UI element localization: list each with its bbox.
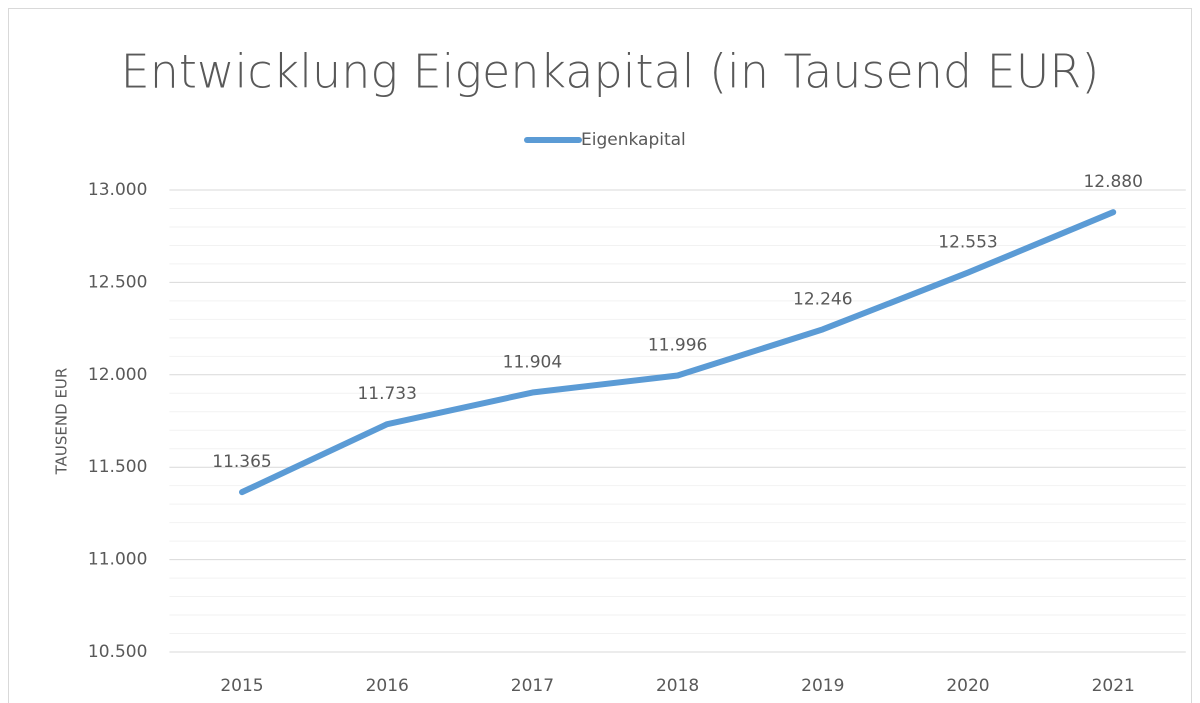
data-label: 11.733 bbox=[357, 384, 416, 404]
y-tick-label: 11.500 bbox=[88, 457, 147, 477]
y-tick-label: 11.000 bbox=[88, 550, 147, 570]
data-label: 12.880 bbox=[1083, 172, 1142, 192]
y-tick-label: 13.000 bbox=[88, 180, 147, 200]
chart-border bbox=[8, 8, 1192, 703]
y-tick-label: 12.000 bbox=[88, 365, 147, 385]
data-label: 12.553 bbox=[938, 233, 997, 253]
data-label: 11.996 bbox=[648, 336, 707, 356]
legend-label: Eigenkapital bbox=[581, 130, 686, 150]
y-tick-label: 10.500 bbox=[88, 642, 147, 662]
y-tick-label: 12.500 bbox=[88, 272, 147, 292]
chart-title: Entwicklung Eigenkapital (in Tausend EUR… bbox=[121, 45, 1100, 99]
x-tick-label: 2017 bbox=[511, 676, 554, 696]
y-axis-label: TAUSEND EUR bbox=[53, 368, 71, 476]
x-tick-label: 2015 bbox=[220, 676, 263, 696]
data-label: 11.365 bbox=[212, 452, 271, 472]
x-tick-label: 2016 bbox=[366, 676, 409, 696]
line-series bbox=[239, 209, 1117, 496]
data-label: 11.904 bbox=[503, 353, 562, 373]
x-tick-label: 2020 bbox=[946, 676, 989, 696]
x-tick-label: 2018 bbox=[656, 676, 699, 696]
data-label: 12.246 bbox=[793, 289, 852, 309]
x-tick-label: 2021 bbox=[1092, 676, 1135, 696]
x-tick-label: 2019 bbox=[801, 676, 844, 696]
